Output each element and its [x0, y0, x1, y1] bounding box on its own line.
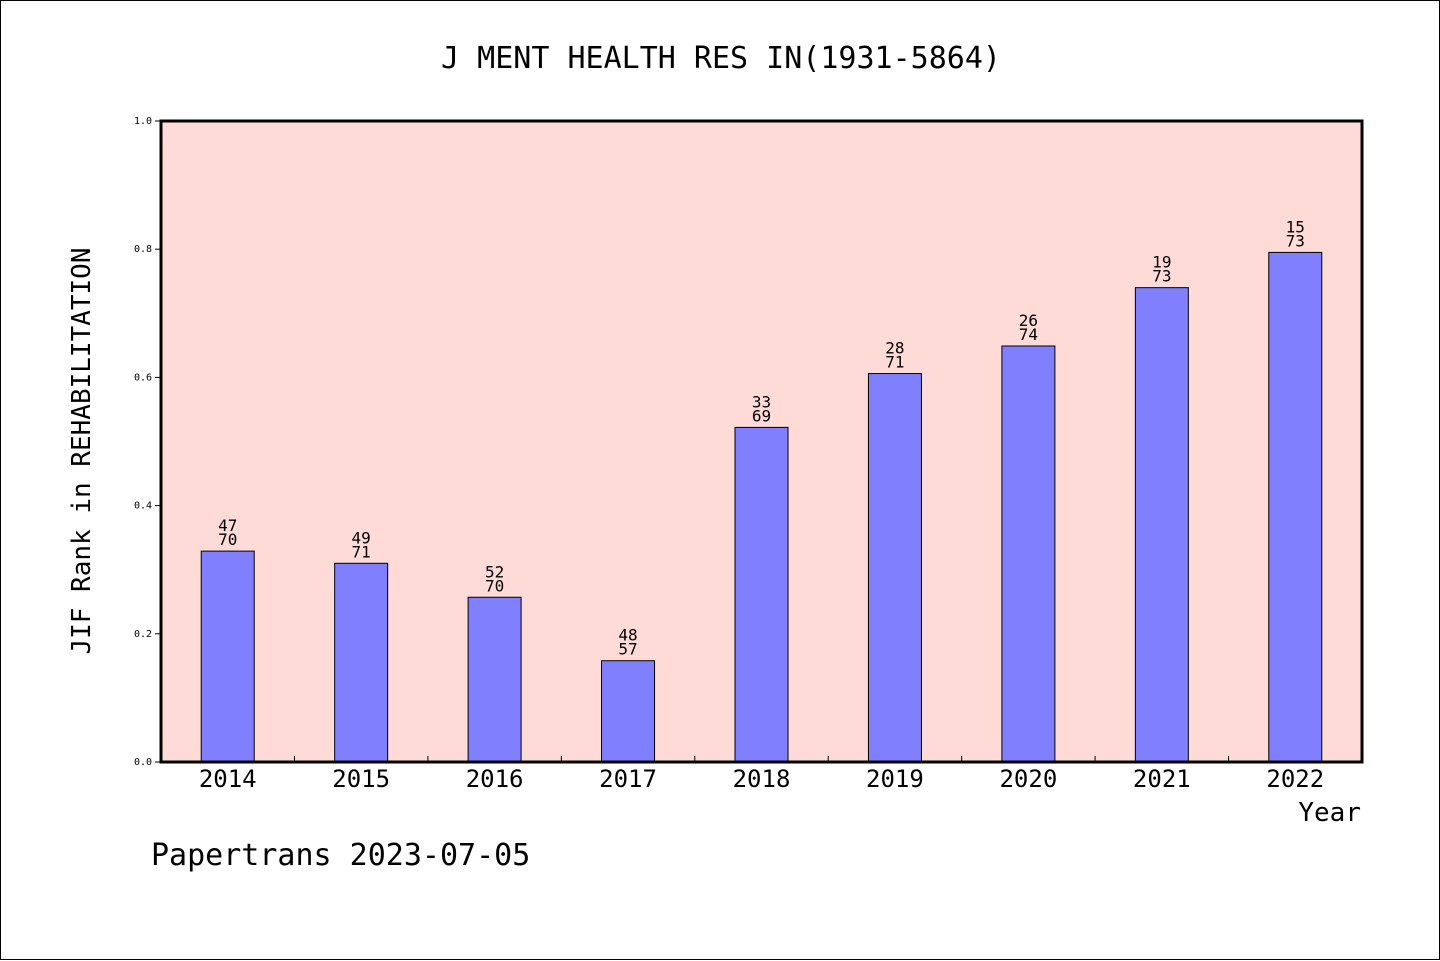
bar-label-total: 57 [618, 640, 637, 659]
y-tick-label: 0.0 [134, 757, 152, 768]
bar-label-total: 69 [752, 406, 771, 425]
y-tick-label: 1.0 [134, 116, 152, 127]
chart-title: J MENT HEALTH RES IN(1931-5864) [441, 41, 1001, 76]
x-tick-label: 2020 [999, 765, 1057, 793]
y-tick-label: 0.6 [134, 372, 152, 383]
x-tick-label: 2016 [466, 765, 524, 793]
x-tick-label: 2019 [866, 765, 924, 793]
bar-label-rank: 48 [618, 626, 637, 645]
bar-2022 [1268, 251, 1323, 763]
x-tick-label: 2014 [199, 765, 257, 793]
bar-label-total: 73 [1286, 231, 1305, 250]
bar-label-rank: 28 [885, 339, 904, 358]
bar-label-total: 74 [1019, 325, 1038, 344]
bar-2018 [734, 426, 789, 763]
bar-label-total: 73 [1152, 267, 1171, 286]
bar-2020 [1001, 345, 1056, 763]
bar-2016 [467, 596, 522, 763]
bar-label-total: 71 [885, 353, 904, 372]
bar-2014 [200, 550, 255, 763]
x-tick-label: 2017 [599, 765, 657, 793]
bar-label-total: 70 [485, 576, 504, 595]
y-axis-ticks: 0.0 0.2 0.4 0.6 0.8 1.0 [134, 116, 161, 768]
bar-2019 [867, 373, 922, 763]
bar-label-rank: 19 [1152, 253, 1171, 272]
bars [200, 251, 1323, 763]
y-tick-label: 0.8 [134, 244, 152, 255]
bar-label-rank: 47 [218, 516, 237, 535]
bar-label-rank: 15 [1286, 217, 1305, 236]
x-tick-label: 2015 [332, 765, 390, 793]
bar-label-total: 71 [352, 542, 371, 561]
x-tick-label: 2018 [733, 765, 791, 793]
x-tick-label: 2022 [1266, 765, 1324, 793]
bar-label-rank: 33 [752, 392, 771, 411]
bar-2015 [334, 562, 389, 763]
bar-label-rank: 49 [352, 528, 371, 547]
footer-credit: Papertrans 2023-07-05 [151, 838, 530, 873]
bar-label-rank: 52 [485, 562, 504, 581]
bar-2017 [601, 660, 656, 763]
y-axis-title: JIF Rank in REHABILITATION [67, 248, 97, 655]
x-axis-ticks: 2014 2015 2016 2017 2018 2019 2020 2021 2022 [199, 756, 1324, 793]
plot-frame [159, 119, 1364, 764]
bar-label-total: 70 [218, 530, 237, 549]
bar-2021 [1134, 287, 1189, 763]
bar-label-rank: 26 [1019, 311, 1038, 330]
x-axis-title: Year [1298, 798, 1361, 828]
x-tick-label: 2021 [1133, 765, 1191, 793]
y-tick-label: 0.4 [134, 501, 152, 512]
y-tick-label: 0.2 [134, 629, 152, 640]
